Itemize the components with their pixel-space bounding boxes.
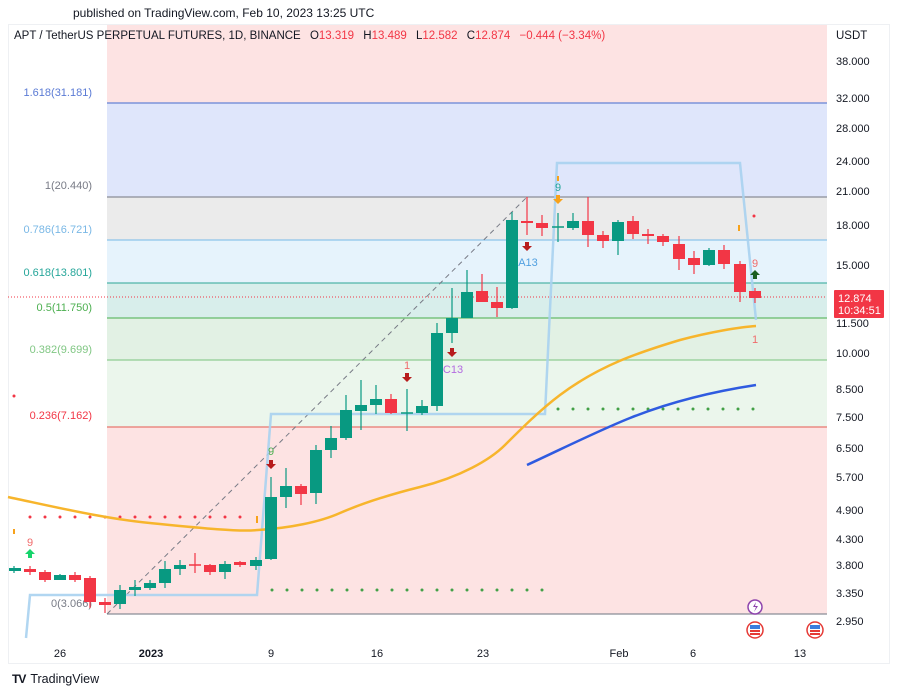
orange-tick-icon (256, 516, 258, 523)
svg-text:10.000: 10.000 (836, 348, 870, 360)
published-note: published on TradingView.com, Feb 10, 20… (73, 6, 375, 20)
svg-text:5.700: 5.700 (836, 472, 864, 484)
svg-text:21.000: 21.000 (836, 186, 870, 198)
fib-label-0786: 0.786(16.721) (24, 224, 93, 236)
td-count-9-jan9: 9 (268, 446, 274, 458)
svg-text:3.350: 3.350 (836, 588, 864, 600)
change-value: −0.444 (−3.34%) (519, 30, 606, 42)
ema-fast-line (7, 324, 757, 532)
svg-text:28.000: 28.000 (836, 123, 870, 135)
fib-label-0618: 0.618(13.801) (24, 267, 93, 279)
a13-label: A13 (518, 257, 538, 269)
time-axis[interactable]: 26 2023 9 16 23 Feb 6 13 (54, 648, 806, 660)
red-dots-row (12, 214, 756, 519)
fib-label-0236: 0.236(7.162) (30, 410, 92, 422)
low-value: 12.582 (422, 30, 458, 42)
fib-labels: 1.618(31.181) 1(20.440) 0.786(16.721) 0.… (24, 87, 93, 610)
svg-text:15.000: 15.000 (836, 260, 870, 272)
svg-text:9: 9 (268, 648, 274, 660)
close-label: C (466, 30, 476, 42)
c13-label: C13 (443, 364, 463, 376)
symbol-legend: APT / TetherUS PERPETUAL FUTURES, 1D, BI… (14, 30, 605, 42)
svg-text:8.500: 8.500 (836, 384, 864, 396)
svg-text:2.950: 2.950 (836, 616, 864, 628)
open-value: 13.319 (318, 30, 355, 42)
svg-text:4.900: 4.900 (836, 505, 864, 517)
high-label: H (363, 30, 372, 42)
green-up-arrow-icon (25, 549, 35, 558)
fib-label-1618: 1.618(31.181) (24, 87, 93, 99)
red-down-arrow-icon (522, 242, 532, 251)
current-price-badge: 12.874 10:34:51 (834, 290, 884, 318)
trend-box-line (24, 161, 758, 639)
ema-slow-line (526, 383, 757, 467)
svg-text:4.300: 4.300 (836, 534, 864, 546)
footer-branding: TV TradingView (12, 672, 99, 686)
red-down-arrow-icon (402, 373, 412, 382)
chart-frame[interactable] (8, 24, 890, 664)
svg-text:32.000: 32.000 (836, 93, 870, 105)
svg-text:18.000: 18.000 (836, 220, 870, 232)
fib-label-05: 0.5(11.750) (37, 302, 92, 314)
svg-text:38.000: 38.000 (836, 56, 870, 68)
orange-down-arrow-icon (553, 195, 563, 204)
close-value: 12.874 (475, 30, 511, 42)
svg-text:7.500: 7.500 (836, 412, 864, 424)
open-label: O (309, 30, 319, 42)
red-down-arrow-icon (447, 348, 457, 357)
svg-text:26: 26 (54, 648, 66, 660)
bar-countdown: 10:34:51 (838, 305, 881, 317)
signal-markers: 9 9 1 C13 A13 9 9 1 (13, 176, 760, 558)
td-count-9-left: 9 (27, 537, 33, 549)
svg-text:16: 16 (371, 648, 383, 660)
high-value: 13.489 (371, 30, 407, 42)
svg-text:Feb: Feb (610, 648, 629, 660)
events-row[interactable] (746, 599, 824, 639)
dark-green-up-arrow-icon (750, 270, 760, 279)
svg-text:6.500: 6.500 (836, 443, 864, 455)
td-count-1-b: 1 (752, 334, 758, 346)
td-count-9-top: 9 (555, 182, 561, 194)
price-axis-unit: USDT (836, 30, 868, 42)
svg-text:3.800: 3.800 (836, 560, 864, 572)
current-price: 12.874 (838, 293, 872, 305)
green-dots-row (270, 407, 755, 592)
fib-label-1: 1(20.440) (45, 180, 92, 192)
svg-text:13: 13 (794, 648, 806, 660)
svg-text:11.500: 11.500 (836, 318, 869, 330)
candles (9, 197, 761, 613)
td-count-9-right: 9 (752, 258, 758, 270)
low-label: L (415, 30, 423, 42)
svg-text:24.000: 24.000 (836, 156, 870, 168)
symbol-title[interactable]: APT / TetherUS PERPETUAL FUTURES, 1D, BI… (14, 30, 301, 42)
price-axis[interactable]: 38.000 32.000 28.000 24.000 21.000 18.00… (836, 56, 870, 628)
svg-text:23: 23 (477, 648, 489, 660)
red-down-arrow-icon (266, 460, 276, 469)
orange-tick-icon (738, 225, 740, 231)
fib-label-0382: 0.382(9.699) (30, 344, 92, 356)
orange-tick-icon (557, 176, 559, 181)
svg-text:6: 6 (690, 648, 696, 660)
fib-label-0: 0(3.066) (51, 598, 92, 610)
orange-tick-icon (13, 529, 15, 534)
fib-retracement[interactable] (106, 25, 827, 615)
tradingview-logo-icon: TV (12, 672, 26, 686)
td-count-1-a: 1 (404, 360, 410, 372)
brand-name[interactable]: TradingView (30, 672, 100, 686)
svg-text:2023: 2023 (139, 648, 163, 660)
